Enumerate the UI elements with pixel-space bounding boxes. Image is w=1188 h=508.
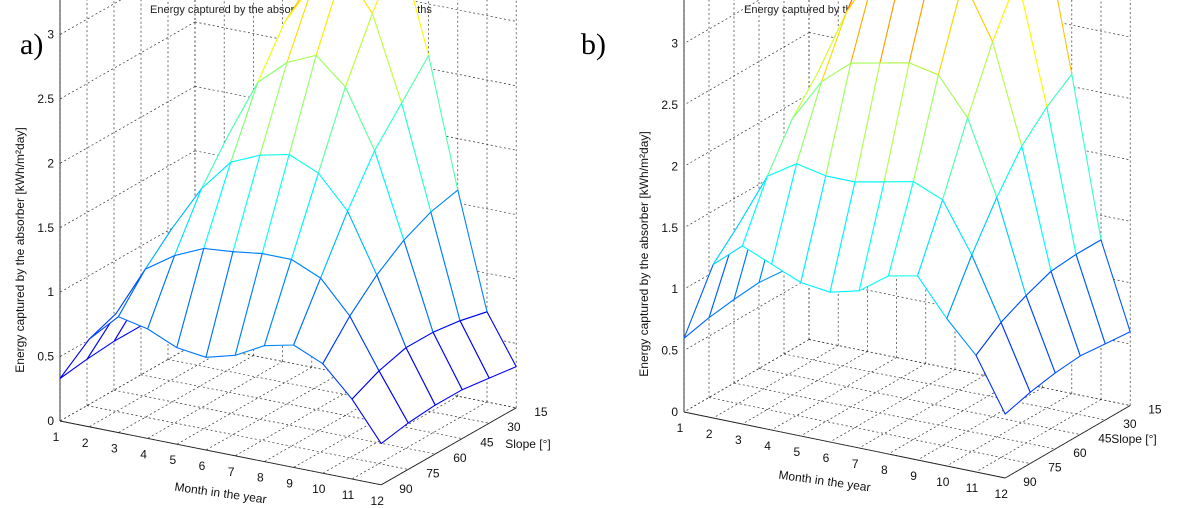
x-tick-label: 3	[735, 433, 742, 447]
z-tick-label: 0.5	[37, 350, 54, 364]
x-tick-label: 7	[852, 457, 859, 471]
y-tick-label: 30	[507, 420, 521, 434]
axis-frame	[683, 0, 1131, 479]
x-tick-label: 5	[169, 453, 176, 467]
x-tick-label: 6	[823, 451, 830, 465]
chart-panel-a: Energy captured by the absorber for the …	[13, 0, 551, 508]
x-tick-label: 1	[677, 421, 684, 435]
chart-panel-b: Energy captured by the absorber for the …	[581, 0, 1188, 508]
panel-label: b)	[581, 28, 606, 61]
x-axis-label: Month in the year	[778, 468, 872, 495]
z-tick-label: 0.5	[661, 344, 678, 358]
x-tick-label: 3	[111, 442, 118, 456]
x-tick-label: 5	[793, 445, 800, 459]
y-axis-label: Slope [°]	[505, 437, 551, 451]
z-tick-label: 3	[47, 28, 54, 42]
y-tick-label: 75	[426, 466, 440, 480]
x-tick-label: 2	[82, 436, 89, 450]
x-tick-label: 1	[53, 430, 60, 444]
panel-label: a)	[20, 28, 44, 61]
z-axis-label: Energy captured by the absorber [kWh/m²d…	[637, 131, 651, 376]
x-tick-label: 9	[910, 469, 917, 483]
x-tick-label: 12	[995, 487, 1009, 501]
x-tick-label: 11	[966, 481, 979, 495]
x-tick-label: 4	[764, 439, 771, 453]
z-tick-label: 0	[47, 414, 54, 428]
tick-labels: 1 2 3 4 5 6 7 8 9 10 11 1215304560759000.511.522.53…	[661, 37, 1162, 501]
x-tick-label: 4	[140, 447, 147, 461]
z-tick-label: 2.5	[661, 98, 678, 112]
x-tick-label: 10	[312, 482, 326, 496]
z-tick-label: 2.5	[37, 92, 54, 106]
tick-labels: 1 2 3 4 5 6 7 8 9 10 11 1215304560759000.511.522.53…	[37, 28, 548, 508]
z-tick-label: 1.5	[37, 221, 54, 235]
y-axis-label: Slope [°]	[1111, 432, 1157, 446]
x-tick-label: 6	[199, 459, 206, 473]
x-axis-label: Month in the year	[174, 480, 268, 507]
z-tick-label: 3	[671, 37, 678, 51]
y-tick-label: 75	[1048, 461, 1062, 475]
z-axis-label: Energy captured by the absorber [kWh/m²d…	[13, 127, 27, 372]
y-tick-label: 15	[1148, 403, 1162, 417]
y-tick-label: 15	[534, 405, 548, 419]
y-tick-label: 60	[1073, 446, 1087, 460]
z-tick-label: 2	[47, 156, 54, 170]
x-tick-label: 12	[371, 494, 385, 508]
x-tick-label: 8	[881, 463, 888, 477]
x-tick-label: 10	[936, 475, 950, 489]
x-tick-label: 2	[706, 427, 713, 441]
y-tick-label: 90	[399, 482, 413, 496]
x-tick-label: 11	[342, 488, 355, 502]
x-tick-label: 8	[257, 471, 264, 485]
y-tick-label: 45	[1098, 432, 1112, 446]
z-tick-label: 2	[671, 159, 678, 173]
surface-cell	[351, 370, 409, 445]
surface-plot-a: 1 2 3 4 5 6 7 8 9 10 11 1215304560759000.511.522.53…	[13, 0, 551, 508]
y-tick-label: 90	[1023, 475, 1037, 489]
y-tick-label: 30	[1123, 417, 1137, 431]
y-tick-label: 60	[453, 451, 467, 465]
z-tick-label: 0	[671, 405, 678, 419]
axis-frame	[59, 0, 517, 486]
x-tick-label: 7	[228, 465, 235, 479]
x-tick-label: 9	[286, 476, 293, 490]
surface-cell	[975, 321, 1031, 415]
surface-cell	[284, 0, 302, 23]
y-tick-label: 45	[480, 436, 494, 450]
z-tick-label: 1.5	[661, 221, 678, 235]
z-tick-label: 1	[47, 285, 54, 299]
surface-plot-b: 1 2 3 4 5 6 7 8 9 10 11 1215304560759000.511.522.53…	[637, 0, 1162, 501]
surface	[683, 0, 1131, 415]
surface	[59, 0, 517, 445]
z-tick-label: 1	[671, 282, 678, 296]
